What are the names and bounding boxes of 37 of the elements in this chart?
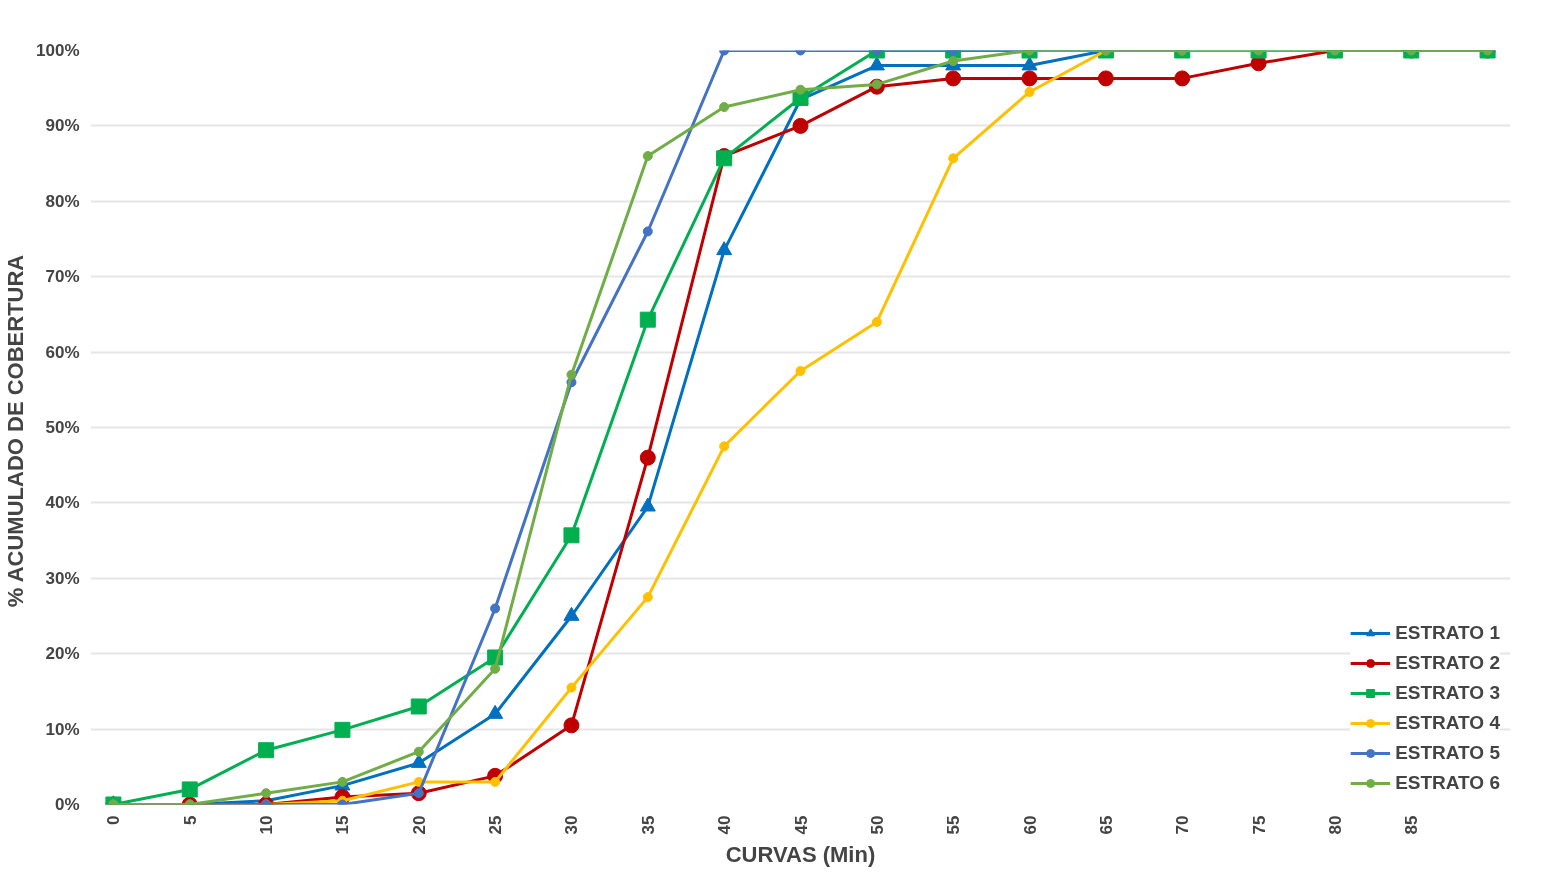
y-tick-label: 40% <box>45 493 80 513</box>
y-tick-label: 20% <box>45 644 80 664</box>
y-tick-label: 10% <box>45 719 80 739</box>
legend-label: ESTRATO 6 <box>1395 772 1500 794</box>
x-tick-label: 70 <box>1173 815 1193 835</box>
x-tick-label: 30 <box>562 815 582 835</box>
y-tick-label: 50% <box>45 418 80 437</box>
x-tick-label: 45 <box>791 815 811 835</box>
x-tick-label: 25 <box>486 815 506 835</box>
y-tick-label: 100% <box>36 41 80 60</box>
x-tick-label: 0 <box>104 815 124 825</box>
x-axis-title: CURVAS (Min) <box>725 842 876 868</box>
x-tick-label: 55 <box>944 815 964 835</box>
y-tick-label: 0% <box>54 795 80 814</box>
x-tick-label: 50 <box>867 815 887 835</box>
y-tick-label: 80% <box>45 191 80 211</box>
y-tick-label: 90% <box>45 116 80 136</box>
x-tick-label: 15 <box>333 815 353 835</box>
x-tick-label: 40 <box>715 815 735 835</box>
x-tick-label: 80 <box>1325 815 1345 835</box>
y-tick-label: 70% <box>45 267 80 287</box>
legend-label: ESTRATO 5 <box>1395 742 1500 764</box>
x-tick-label: 20 <box>409 815 429 835</box>
x-tick-label: 60 <box>1020 815 1040 835</box>
y-axis-title: % ACUMULADO DE COBERTURA <box>3 254 29 608</box>
y-tick-label: 60% <box>45 342 80 362</box>
y-tick-label: 30% <box>45 568 80 588</box>
x-tick-label: 75 <box>1249 815 1269 835</box>
x-tick-label: 85 <box>1402 815 1422 835</box>
legend-label: ESTRATO 1 <box>1395 622 1500 644</box>
x-tick-label: 35 <box>638 815 658 835</box>
legend-label: ESTRATO 4 <box>1395 712 1500 734</box>
x-tick-label: 10 <box>257 815 277 835</box>
x-tick-label: 65 <box>1096 815 1116 835</box>
legend-label: ESTRATO 3 <box>1395 682 1500 704</box>
legend-label: ESTRATO 2 <box>1395 652 1500 674</box>
x-tick-label: 5 <box>180 815 200 825</box>
